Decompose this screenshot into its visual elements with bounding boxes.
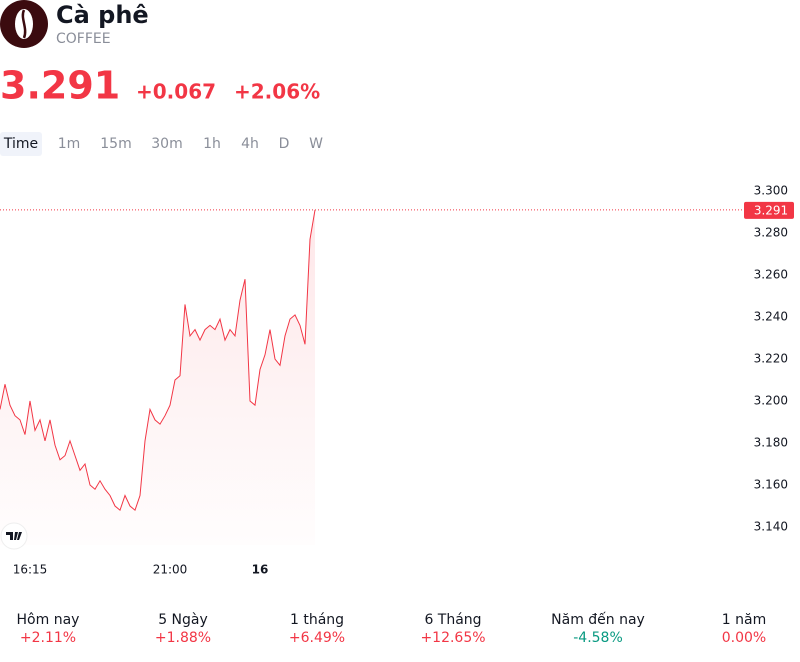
tv-logo [0, 522, 28, 550]
x-tick-label: 16 [252, 563, 269, 577]
y-tick-label: 3.280 [754, 226, 788, 240]
timeframe-button[interactable]: 4h [241, 136, 259, 152]
price: 3.291 [0, 64, 120, 108]
title: Cà phê [56, 1, 149, 29]
timeframe-button[interactable]: 30m [151, 136, 182, 152]
period-change[interactable]: +12.65% [420, 630, 485, 646]
y-tick-label: 3.240 [754, 310, 788, 324]
y-tick-label: 3.200 [754, 394, 788, 408]
y-tick-label: 3.160 [754, 478, 788, 492]
period-label[interactable]: 6 Tháng [424, 612, 481, 628]
period-change[interactable]: -4.58% [573, 630, 623, 646]
y-tick-label: 3.220 [754, 352, 788, 366]
selected-timeframe-bg [0, 132, 42, 156]
last-price-label: 3.291 [754, 203, 788, 217]
last-price-box [744, 201, 794, 219]
change: +0.067 [136, 80, 216, 104]
area [0, 209, 315, 545]
price-line [0, 209, 316, 512]
period-change[interactable]: +6.49% [289, 630, 345, 646]
timeframe-button[interactable]: 1m [58, 136, 81, 152]
timeframe-button[interactable]: D [279, 136, 290, 152]
period-label[interactable]: 1 năm [722, 612, 766, 628]
period-label[interactable]: Năm đến nay [551, 611, 645, 628]
logo [0, 0, 48, 48]
timeframe-button[interactable]: Time [3, 136, 38, 152]
x-tick-label: 16:15 [13, 563, 48, 577]
timeframe-button[interactable]: W [309, 136, 323, 152]
y-tick-label: 3.180 [754, 436, 788, 450]
period-change[interactable]: 0.00% [722, 630, 766, 646]
period-label[interactable]: 5 Ngày [158, 612, 208, 628]
y-tick-label: 3.260 [754, 268, 788, 282]
timeframe-button[interactable]: 1h [203, 136, 221, 152]
change-percent: +2.06% [234, 80, 320, 104]
period-label[interactable]: 1 tháng [290, 612, 344, 628]
x-tick-label: 21:00 [153, 563, 188, 577]
period-change[interactable]: +1.88% [155, 630, 211, 646]
y-tick-label: 3.300 [754, 184, 788, 198]
period-change[interactable]: +2.11% [20, 630, 76, 646]
period-label[interactable]: Hôm nay [17, 612, 80, 628]
y-tick-label: 3.140 [754, 520, 788, 534]
symbol: COFFEE [56, 31, 111, 47]
timeframe-button[interactable]: 15m [100, 136, 131, 152]
